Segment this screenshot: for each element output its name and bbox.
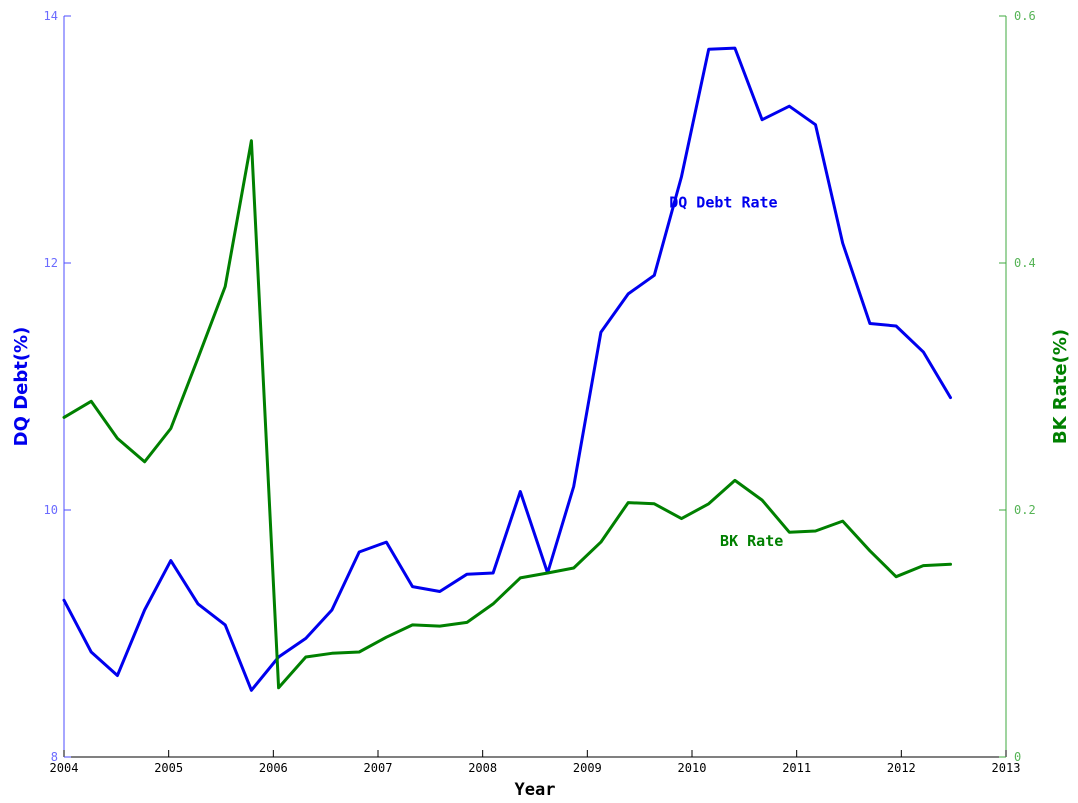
x-tick-label: 2013 [992,761,1021,775]
right-y-tick-label: 0 [1014,750,1021,764]
x-tick-label: 2005 [154,761,183,775]
right-y-axis-title: BK Rate(%) [1050,329,1071,444]
labels-layer: Year DQ Debt(%) BK Rate(%) DQ Debt Rate … [11,193,1071,800]
left-y-tick-label: 8 [51,750,58,764]
dq-debt-rate-line [62,46,952,692]
x-tick-label: 2007 [364,761,393,775]
bk-rate-label: BK Rate [720,532,783,550]
left-y-tick-label: 14 [44,9,58,23]
right-y-tick-label: 0.6 [1014,9,1036,23]
x-tick-label: 2006 [259,761,288,775]
left-y-tick-label: 12 [44,256,58,270]
x-tick-label: 2009 [573,761,602,775]
right-y-tick-label: 0.2 [1014,503,1036,517]
right-y-tick-label: 0.4 [1014,256,1036,270]
x-tick-label: 2004 [50,761,79,775]
x-axis-title: Year [515,780,556,800]
left-y-axis-title: DQ Debt(%) [11,327,32,447]
series-layer [62,46,952,692]
axes-layer: 2004 2005 2006 2007 2008 2009 2010 2011 2012 2013… [44,9,1036,775]
x-tick-label: 2010 [678,761,707,775]
dq-debt-rate-label: DQ Debt Rate [669,193,777,211]
x-tick-label: 2008 [468,761,497,775]
left-y-tick-label: 10 [44,503,58,517]
x-tick-label: 2011 [782,761,811,775]
bk-rate-line [62,139,952,690]
x-tick-label: 2012 [887,761,916,775]
